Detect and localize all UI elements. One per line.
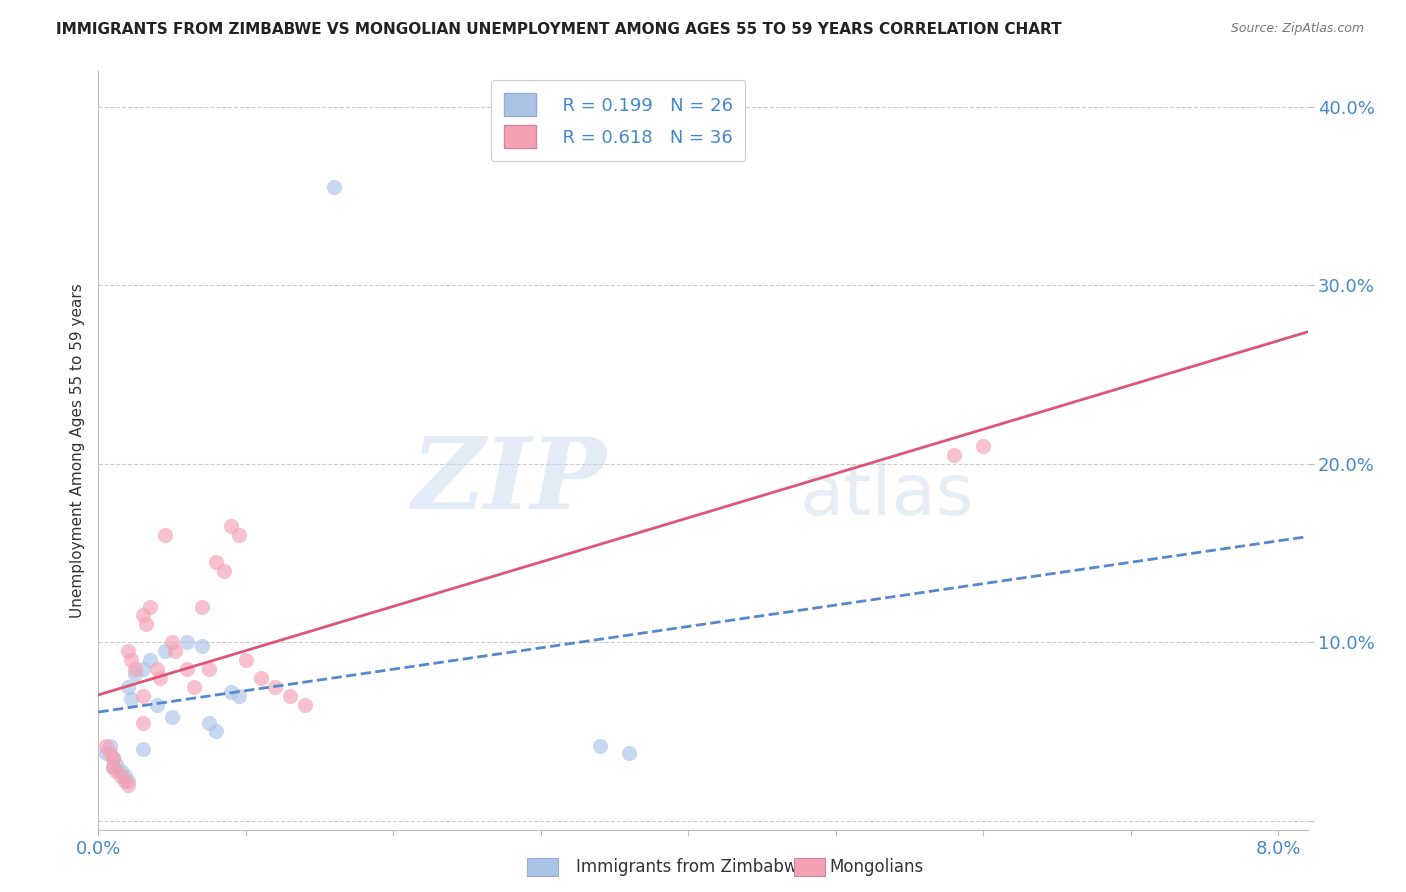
Point (131, 608, 153, 623)
Point (105, 764, 128, 778)
Text: ZIP: ZIP (412, 433, 606, 529)
Legend:   R = 0.199   N = 26,   R = 0.618   N = 36: R = 0.199 N = 26, R = 0.618 N = 36 (491, 80, 745, 161)
Point (153, 528, 176, 542)
Point (212, 564, 235, 578)
Point (205, 724, 228, 739)
Point (146, 698, 169, 712)
Point (278, 689, 301, 703)
Point (131, 689, 153, 703)
Point (94, 746, 117, 760)
Point (101, 760, 124, 774)
Point (228, 689, 250, 703)
Point (139, 653, 162, 667)
Point (120, 653, 142, 667)
Point (131, 715, 153, 730)
Point (228, 528, 250, 542)
Point (110, 769, 132, 783)
Point (190, 599, 212, 614)
Point (98, 739, 121, 753)
Point (117, 774, 139, 789)
Point (198, 715, 221, 730)
Point (124, 667, 146, 681)
Point (120, 692, 142, 706)
Point (149, 671, 172, 685)
Point (198, 662, 221, 676)
Point (619, 746, 641, 760)
Point (972, 439, 994, 453)
Point (190, 639, 212, 653)
Point (264, 680, 287, 694)
Point (117, 680, 139, 694)
Point (176, 662, 198, 676)
Point (131, 742, 153, 756)
Point (219, 685, 242, 699)
Point (183, 680, 205, 694)
Point (146, 662, 169, 676)
Y-axis label: Unemployment Among Ages 55 to 59 years: Unemployment Among Ages 55 to 59 years (69, 283, 84, 618)
Point (131, 662, 153, 676)
Point (94, 739, 117, 753)
Point (219, 519, 242, 533)
Point (235, 653, 257, 667)
Text: Immigrants from Zimbabwe: Immigrants from Zimbabwe (576, 858, 808, 876)
Point (165, 644, 187, 658)
Point (98, 746, 121, 760)
Point (117, 778, 139, 792)
Point (101, 751, 124, 765)
Point (114, 769, 136, 783)
Point (205, 555, 228, 569)
Point (101, 751, 124, 765)
Point (942, 448, 965, 462)
Text: Source: ZipAtlas.com: Source: ZipAtlas.com (1230, 22, 1364, 36)
Point (101, 760, 124, 774)
Point (139, 599, 162, 614)
Text: atlas: atlas (800, 461, 974, 531)
Point (114, 774, 136, 789)
Point (249, 671, 271, 685)
Point (160, 635, 183, 649)
Point (135, 617, 157, 632)
Point (105, 756, 128, 771)
Point (323, 180, 346, 194)
Point (160, 710, 183, 724)
Point (110, 764, 132, 778)
Point (176, 635, 198, 649)
Point (124, 662, 146, 676)
Point (294, 698, 316, 712)
Text: IMMIGRANTS FROM ZIMBABWE VS MONGOLIAN UNEMPLOYMENT AMONG AGES 55 TO 59 YEARS COR: IMMIGRANTS FROM ZIMBABWE VS MONGOLIAN UN… (56, 22, 1062, 37)
Text: Mongolians: Mongolians (830, 858, 924, 876)
Point (153, 644, 176, 658)
Point (117, 644, 139, 658)
Point (589, 739, 612, 753)
